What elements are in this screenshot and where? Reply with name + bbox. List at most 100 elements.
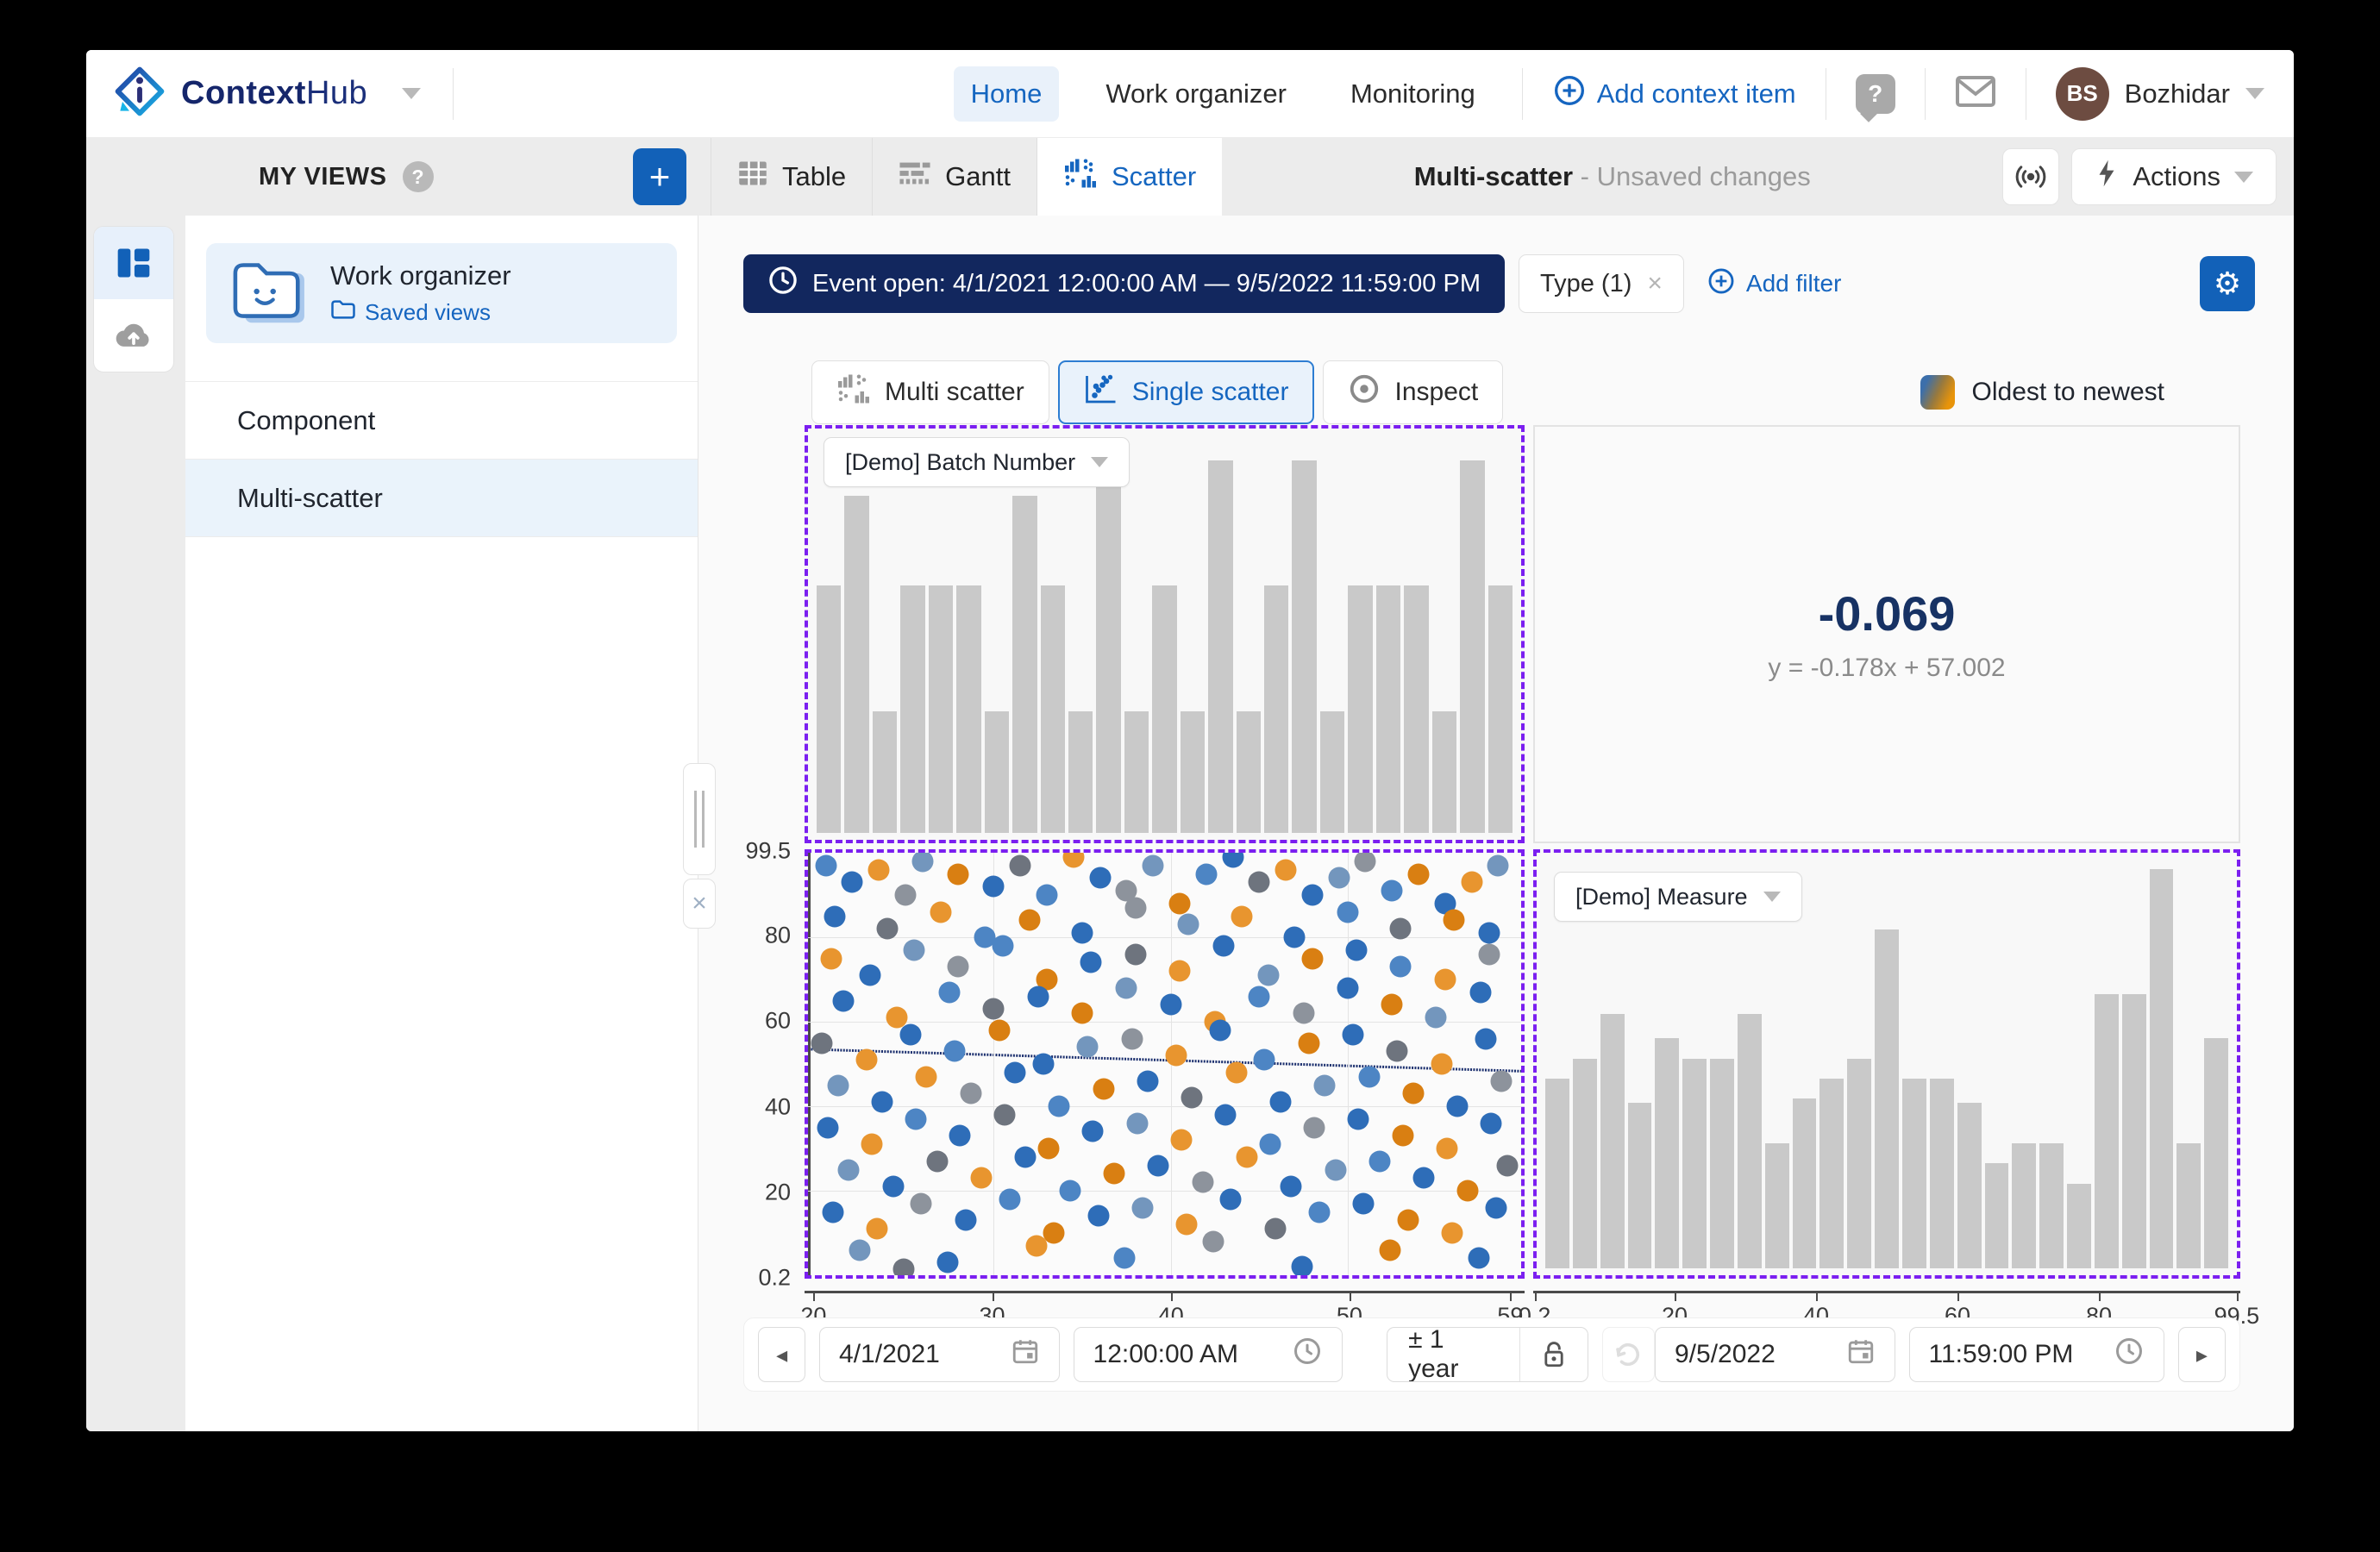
range-button[interactable]: ± 1 year: [1408, 1327, 1459, 1382]
scatter-point: [1175, 1213, 1198, 1236]
scatter-point: [1389, 955, 1412, 978]
sidebar-item-multi-scatter[interactable]: Multi-scatter: [185, 460, 698, 537]
scatter-point: [1461, 871, 1483, 893]
x-tick-mark: [1675, 1291, 1676, 1301]
rail-upload-button[interactable]: [94, 299, 173, 372]
settings-gear-button[interactable]: ⚙: [2200, 256, 2255, 311]
histogram-bar: [1957, 1103, 1982, 1268]
help-icon[interactable]: ?: [1855, 73, 1895, 122]
histogram-bar: [1404, 585, 1429, 833]
histogram-bar: [2204, 1038, 2229, 1268]
scatter-point: [867, 859, 890, 881]
my-views-help-icon[interactable]: ?: [402, 161, 434, 192]
scatter-plot-panel[interactable]: [805, 849, 1525, 1279]
x-tick-mark: [1816, 1291, 1818, 1301]
scatter-point: [837, 1159, 860, 1180]
time-forward-button[interactable]: ▸: [2177, 1327, 2227, 1382]
histogram-bar: [956, 585, 981, 833]
add-context-item-button[interactable]: Add context item: [1552, 73, 1796, 115]
nav-home[interactable]: Home: [953, 66, 1060, 122]
broadcast-button[interactable]: [2002, 148, 2060, 205]
my-views-title: MY VIEWS: [259, 162, 387, 191]
lock-button[interactable]: [1519, 1328, 1588, 1381]
measure-histogram-panel[interactable]: [Demo] Measure: [1533, 849, 2240, 1279]
scatter-point: [1259, 1133, 1281, 1155]
scatter-point: [993, 1104, 1016, 1126]
calendar-icon: [1846, 1336, 1876, 1373]
left-rail: [86, 216, 185, 1431]
end-time-field[interactable]: 11:59:00 PM: [1908, 1327, 2164, 1382]
scatter-point: [1018, 909, 1040, 931]
user-caret-icon: [2245, 88, 2264, 99]
nav-work-organizer[interactable]: Work organizer: [1105, 78, 1287, 109]
sidebar-item-component[interactable]: Component: [185, 382, 698, 460]
add-view-button[interactable]: +: [633, 148, 686, 205]
type-filter-chip[interactable]: Type (1) ×: [1518, 254, 1684, 313]
histogram-bar: [1319, 710, 1345, 833]
brand-caret-icon[interactable]: [402, 88, 422, 99]
event-filter-pill[interactable]: Event open: 4/1/2021 12:00:00 AM — 9/5/2…: [743, 254, 1505, 313]
mode-multi-scatter[interactable]: Multi scatter: [811, 360, 1049, 424]
sidebar-splitter[interactable]: ×: [683, 763, 716, 929]
scatter-point: [949, 1124, 971, 1147]
scatter-point: [1275, 859, 1297, 881]
gridline: [993, 853, 995, 1275]
saved-views-link[interactable]: Saved views: [330, 298, 511, 327]
scatter-point: [988, 1019, 1011, 1042]
measure-dimension-dropdown[interactable]: [Demo] Measure: [1554, 872, 1802, 922]
charts-area: [Demo] Batch Number -0.069 y = -0.178x +…: [698, 425, 2294, 1329]
scatter-point: [910, 1192, 932, 1215]
histogram-bar: [1208, 460, 1233, 833]
filter-row: Event open: 4/1/2021 12:00:00 AM — 9/5/2…: [743, 254, 2255, 313]
scatter-point: [1280, 1175, 1302, 1198]
start-date-field[interactable]: 4/1/2021: [819, 1327, 1060, 1382]
scatter-point: [943, 1040, 966, 1062]
mail-icon[interactable]: [1955, 74, 1996, 113]
work-organizer-card[interactable]: Work organizer Saved views: [206, 243, 677, 343]
scatter-point: [1402, 1082, 1425, 1105]
nav-monitoring[interactable]: Monitoring: [1350, 78, 1475, 109]
tab-scatter[interactable]: Scatter: [1037, 138, 1223, 216]
dropdown-caret-icon: [1091, 457, 1109, 467]
batch-histogram-bars: [817, 441, 1513, 833]
splitter-drag-handle[interactable]: [683, 763, 716, 875]
scatter-point: [1131, 1197, 1154, 1219]
splitter-close-icon[interactable]: ×: [683, 879, 716, 929]
brand[interactable]: ContextHub: [86, 64, 453, 123]
start-time-field[interactable]: 12:00:00 AM: [1073, 1327, 1343, 1382]
histogram-bar: [1627, 1103, 1652, 1268]
remove-filter-icon[interactable]: ×: [1647, 269, 1663, 297]
histogram-bar: [2121, 993, 2146, 1268]
batch-histogram-panel[interactable]: [Demo] Batch Number: [805, 425, 1525, 843]
smiley-folder-icon: [229, 257, 308, 330]
scatter-point: [871, 1091, 893, 1113]
time-controls: ◂ 4/1/2021 12:00:00 AM ± 1 y: [743, 1317, 2240, 1392]
scatter-point: [926, 1150, 949, 1173]
legend-label: Oldest to newest: [1971, 378, 2164, 406]
mode-single-scatter[interactable]: Single scatter: [1057, 360, 1315, 424]
scatter-point: [1337, 977, 1359, 999]
end-date-field[interactable]: 9/5/2022: [1654, 1327, 1895, 1382]
scatter-point: [1342, 1023, 1364, 1046]
histogram-bar: [1264, 585, 1289, 833]
scatter-point: [861, 1133, 883, 1155]
actions-button[interactable]: Actions: [2071, 148, 2277, 205]
user-menu[interactable]: BS Bozhidar: [2055, 66, 2264, 121]
add-filter-button[interactable]: Add filter: [1707, 266, 1841, 302]
navbar-divider: [453, 67, 454, 120]
scatter-point: [1062, 853, 1085, 868]
rail-views-button[interactable]: [94, 227, 173, 299]
sidebar: Work organizer Saved views Component Mul…: [185, 216, 698, 1431]
x-tick-mark: [2236, 1291, 2239, 1301]
mode-inspect[interactable]: Inspect: [1323, 360, 1504, 424]
tab-gantt[interactable]: Gantt: [873, 138, 1037, 216]
reset-time-button[interactable]: [1601, 1327, 1655, 1382]
views-list: Component Multi-scatter: [185, 381, 698, 537]
scatter-point: [1248, 871, 1270, 893]
scatter-point: [982, 875, 1005, 898]
histogram-bar: [1847, 1058, 1872, 1268]
batch-dimension-dropdown[interactable]: [Demo] Batch Number: [824, 437, 1130, 487]
time-back-button[interactable]: ◂: [758, 1327, 806, 1382]
scatter-point: [1219, 1188, 1242, 1211]
tab-table[interactable]: Table: [711, 138, 874, 216]
